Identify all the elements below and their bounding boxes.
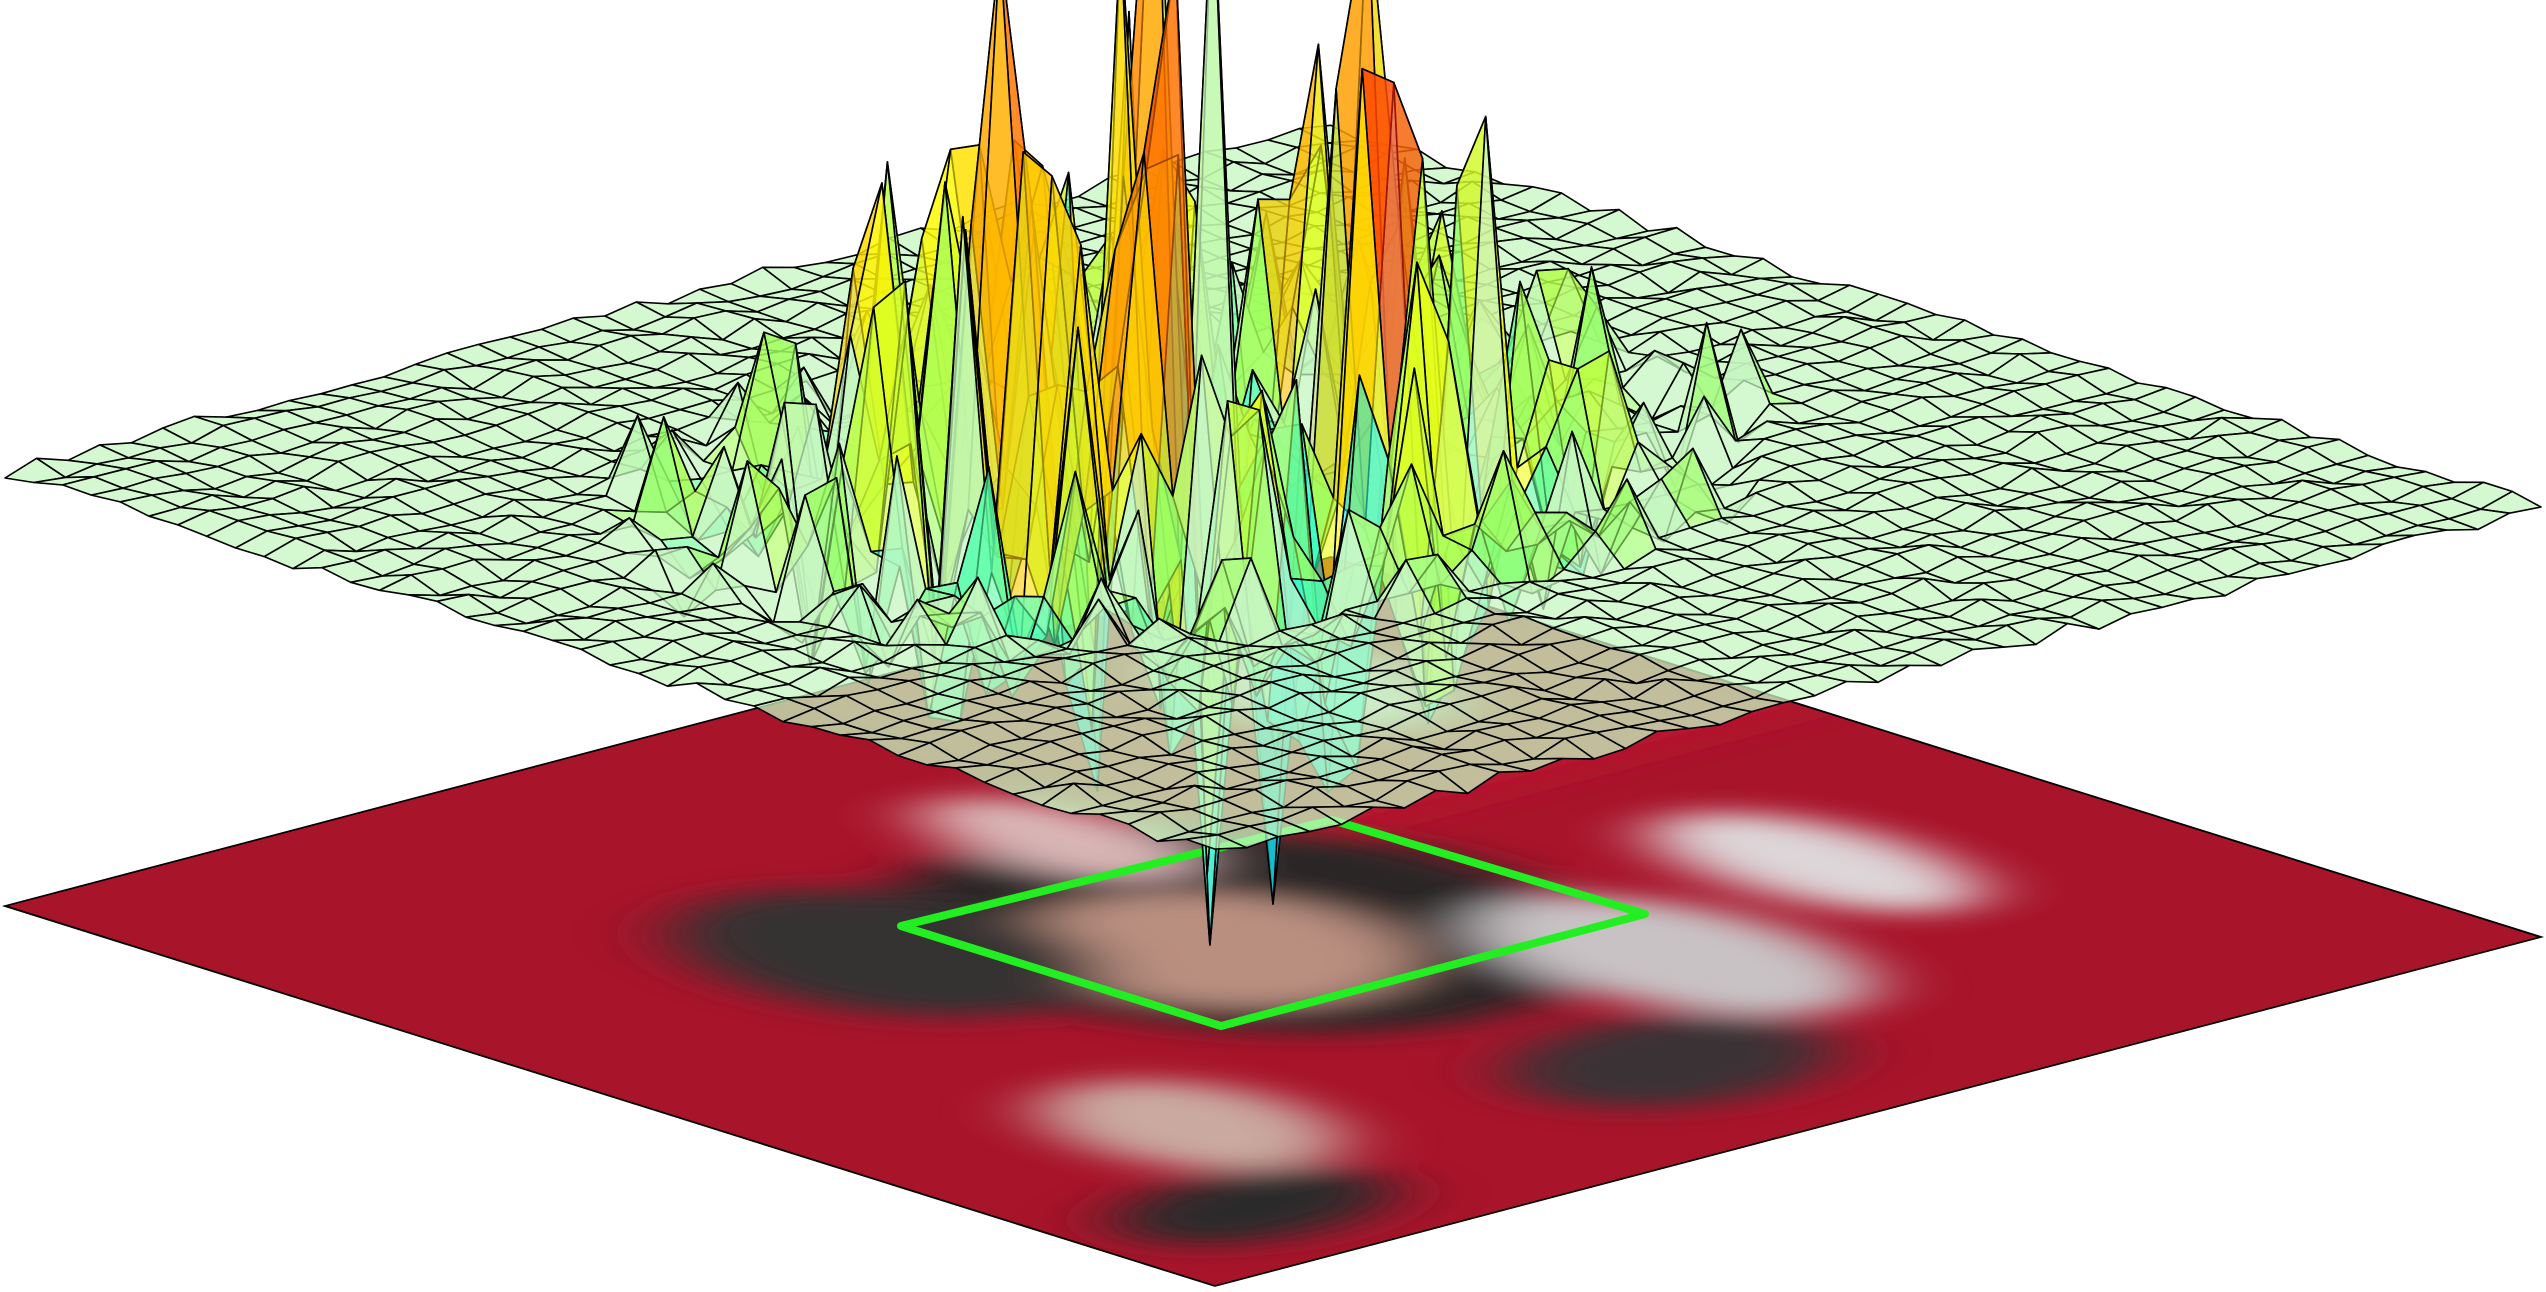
surface-cell xyxy=(1185,833,1248,850)
response-surface xyxy=(4,0,2542,946)
photo-border xyxy=(1,556,2545,1287)
target-box xyxy=(897,816,1649,1030)
